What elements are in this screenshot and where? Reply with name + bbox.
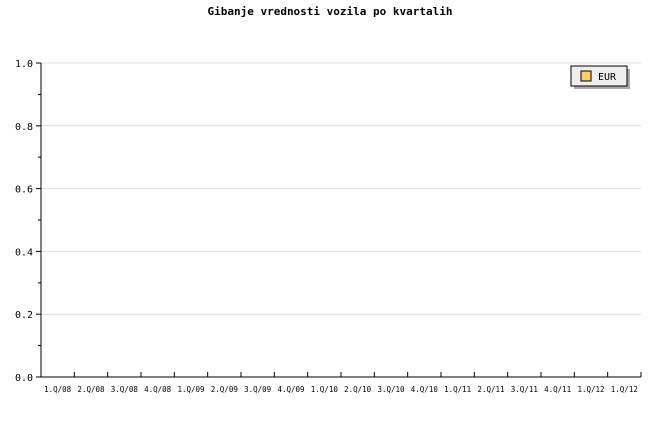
x-tick-label: 4.Q/09	[277, 385, 304, 394]
x-tick-label: 1.Q/12	[611, 385, 638, 394]
x-tick-label: 1.Q/10	[311, 385, 339, 394]
y-tick-label: 0.0	[15, 373, 33, 384]
y-tick-label: 0.2	[15, 310, 33, 321]
x-tick-label: 3.Q/11	[511, 385, 538, 394]
x-tick-label: 1.Q/11	[444, 385, 471, 394]
y-tick-label: 1.0	[15, 59, 33, 70]
legend: EUR	[570, 65, 630, 89]
y-tick-label: 0.4	[15, 247, 33, 258]
x-tick-label: 4.Q/10	[411, 385, 439, 394]
y-tick-label: 0.8	[15, 122, 33, 133]
x-tick-label: 1.Q/08	[44, 385, 72, 394]
x-tick-label: 1.Q/09	[177, 385, 204, 394]
legend-label-eur: EUR	[598, 72, 617, 83]
legend-swatch-eur	[580, 70, 592, 82]
x-tick-label: 2.Q/11	[477, 385, 504, 394]
x-tick-label: 4.Q/08	[144, 385, 172, 394]
x-tick-label: 2.Q/09	[211, 385, 238, 394]
x-tick-label: 3.Q/09	[244, 385, 271, 394]
y-tick-label: 0.6	[15, 185, 33, 196]
x-tick-label: 2.Q/10	[344, 385, 372, 394]
x-tick-label: 3.Q/08	[111, 385, 139, 394]
x-tick-label: 4.Q/11	[544, 385, 571, 394]
chart-title: Gibanje vrednosti vozila po kvartalih	[207, 5, 452, 18]
x-tick-label: 3.Q/10	[377, 385, 405, 394]
x-tick-label: 2.Q/08	[77, 385, 105, 394]
x-tick-label: 1.Q/12	[577, 385, 604, 394]
